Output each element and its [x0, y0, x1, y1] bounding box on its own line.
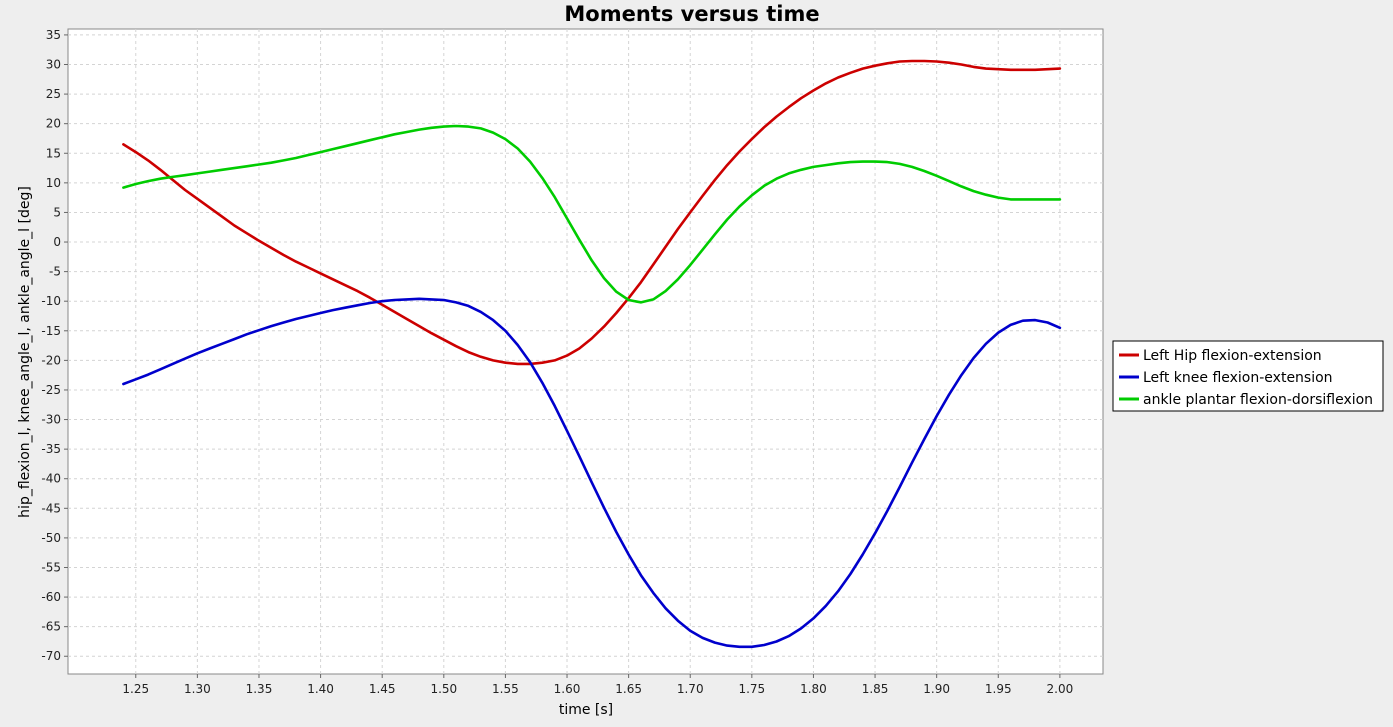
x-tick-label: 1.85 — [862, 682, 889, 696]
y-axis: 35 30 25 20 15 10 5 0 -5 -10 -15 -20 -25 -30 -35 -40 -45… — [41, 28, 68, 663]
y-tick-label: -55 — [41, 560, 61, 574]
x-tick-label: 1.40 — [307, 682, 334, 696]
y-tick-label: 35 — [46, 28, 61, 42]
y-tick-label: -25 — [41, 383, 61, 397]
x-axis: 1.25 1.30 1.35 1.40 1.45 1.50 1.55 1.60 1.65 1.70… — [122, 674, 1073, 696]
x-tick-label: 1.65 — [615, 682, 642, 696]
series-group — [122, 59, 1062, 649]
series-line-3 — [122, 124, 1062, 304]
y-tick-label: -45 — [41, 501, 61, 515]
y-tick-label: -30 — [41, 413, 61, 427]
legend: Left Hip flexion-extension Left knee flex… — [1112, 340, 1384, 412]
y-tick-label: -5 — [49, 265, 61, 279]
y-tick-label: 20 — [46, 117, 61, 131]
y-tick-label: 25 — [46, 87, 61, 101]
x-tick-label: 1.95 — [985, 682, 1012, 696]
legend-label: Left Hip flexion-extension — [1143, 348, 1322, 364]
x-tick-label: 1.35 — [246, 682, 273, 696]
y-tick-label: 15 — [46, 146, 61, 160]
y-axis-label: hip_flexion_l, knee_angle_l, ankle_angle… — [17, 186, 33, 518]
legend-box — [1112, 340, 1384, 412]
x-axis-label: time [s] — [559, 702, 613, 718]
x-tick-label: 1.75 — [738, 682, 765, 696]
x-tick-label: 2.00 — [1047, 682, 1074, 696]
y-tick-label: -65 — [41, 620, 61, 634]
y-tick-label: -50 — [41, 531, 61, 545]
y-tick-label: -40 — [41, 472, 61, 486]
x-tick-label: 1.60 — [554, 682, 581, 696]
y-tick-label: -70 — [41, 649, 61, 663]
y-tick-label: -60 — [41, 590, 61, 604]
x-tick-label: 1.80 — [800, 682, 827, 696]
y-tick-label: 30 — [46, 58, 61, 72]
y-tick-label: -35 — [41, 442, 61, 456]
plot-area — [67, 28, 1104, 675]
x-tick-label: 1.90 — [923, 682, 950, 696]
x-tick-label: 1.25 — [122, 682, 149, 696]
grid — [68, 29, 1103, 674]
series-line-1 — [122, 59, 1062, 366]
legend-label: Left knee flexion-extension — [1143, 370, 1333, 386]
y-tick-label: 10 — [46, 176, 61, 190]
x-tick-label: 1.45 — [369, 682, 396, 696]
y-tick-label: 5 — [53, 205, 61, 219]
legend-label: ankle plantar flexion-dorsiflexion — [1143, 392, 1373, 408]
x-tick-label: 1.30 — [184, 682, 211, 696]
chart-title: Moments versus time — [564, 2, 819, 26]
x-tick-label: 1.55 — [492, 682, 519, 696]
x-tick-label: 1.70 — [677, 682, 704, 696]
y-tick-label: -15 — [41, 324, 61, 338]
series-line-2 — [122, 297, 1062, 649]
y-tick-label: -10 — [41, 294, 61, 308]
y-tick-label: -20 — [41, 353, 61, 367]
x-tick-label: 1.50 — [430, 682, 457, 696]
y-tick-label: 0 — [53, 235, 61, 249]
